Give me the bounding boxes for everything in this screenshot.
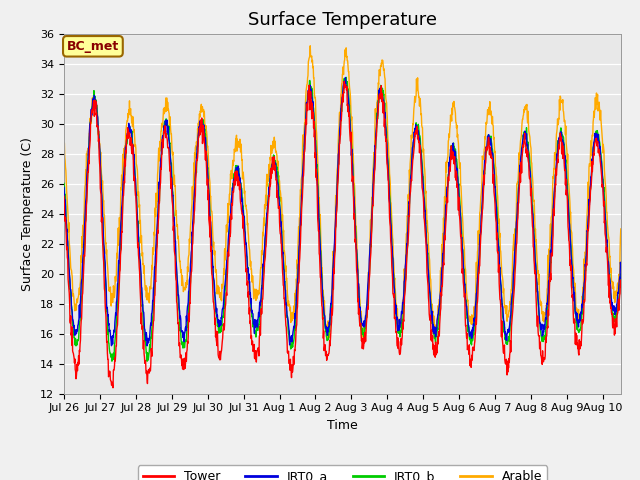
X-axis label: Time: Time	[327, 419, 358, 432]
Title: Surface Temperature: Surface Temperature	[248, 11, 437, 29]
Text: BC_met: BC_met	[67, 40, 119, 53]
Y-axis label: Surface Temperature (C): Surface Temperature (C)	[22, 137, 35, 290]
Legend: Tower, IRT0_a, IRT0_b, Arable: Tower, IRT0_a, IRT0_b, Arable	[138, 465, 547, 480]
